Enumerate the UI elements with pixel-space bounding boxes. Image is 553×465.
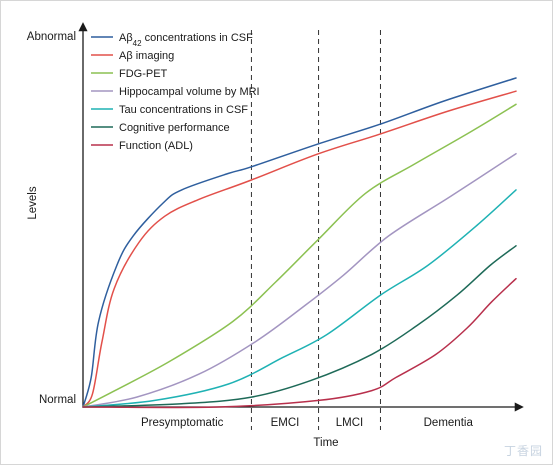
- series-line-4: [82, 152, 517, 408]
- legend-entry: FDG-PET: [119, 68, 168, 80]
- series-line-7: [82, 277, 517, 409]
- series-line-1: [82, 77, 517, 408]
- y-axis-title: Levels: [27, 186, 39, 219]
- legend-entry: Aβ imaging: [119, 50, 174, 62]
- y-top-label: Abnormal: [27, 31, 76, 43]
- watermark-logo: 丁香园: [503, 444, 543, 458]
- legend-entry: Function (ADL): [119, 140, 193, 152]
- legend-entry: Aβ42 concentrations in CSF: [119, 32, 253, 48]
- phase-label: EMCI: [271, 417, 300, 429]
- series-line-2: [82, 90, 517, 408]
- y-bottom-label: Normal: [39, 394, 76, 406]
- series-line-3: [82, 103, 517, 408]
- legend-entry: Hippocampal volume by MRI: [119, 86, 260, 98]
- phase-label: LMCI: [336, 417, 363, 429]
- legend-entry: Cognitive performance: [119, 122, 230, 134]
- phase-label: Dementia: [424, 417, 474, 429]
- series-line-5: [82, 189, 517, 408]
- legend-entry: Tau concentrations in CSF: [119, 104, 248, 116]
- legend: Aβ42 concentrations in CSF Aβ imaging FDG-…: [91, 32, 260, 152]
- series-line-6: [82, 245, 517, 408]
- phase-label: Presymptomatic: [141, 417, 224, 429]
- x-axis-title: Time: [313, 437, 338, 449]
